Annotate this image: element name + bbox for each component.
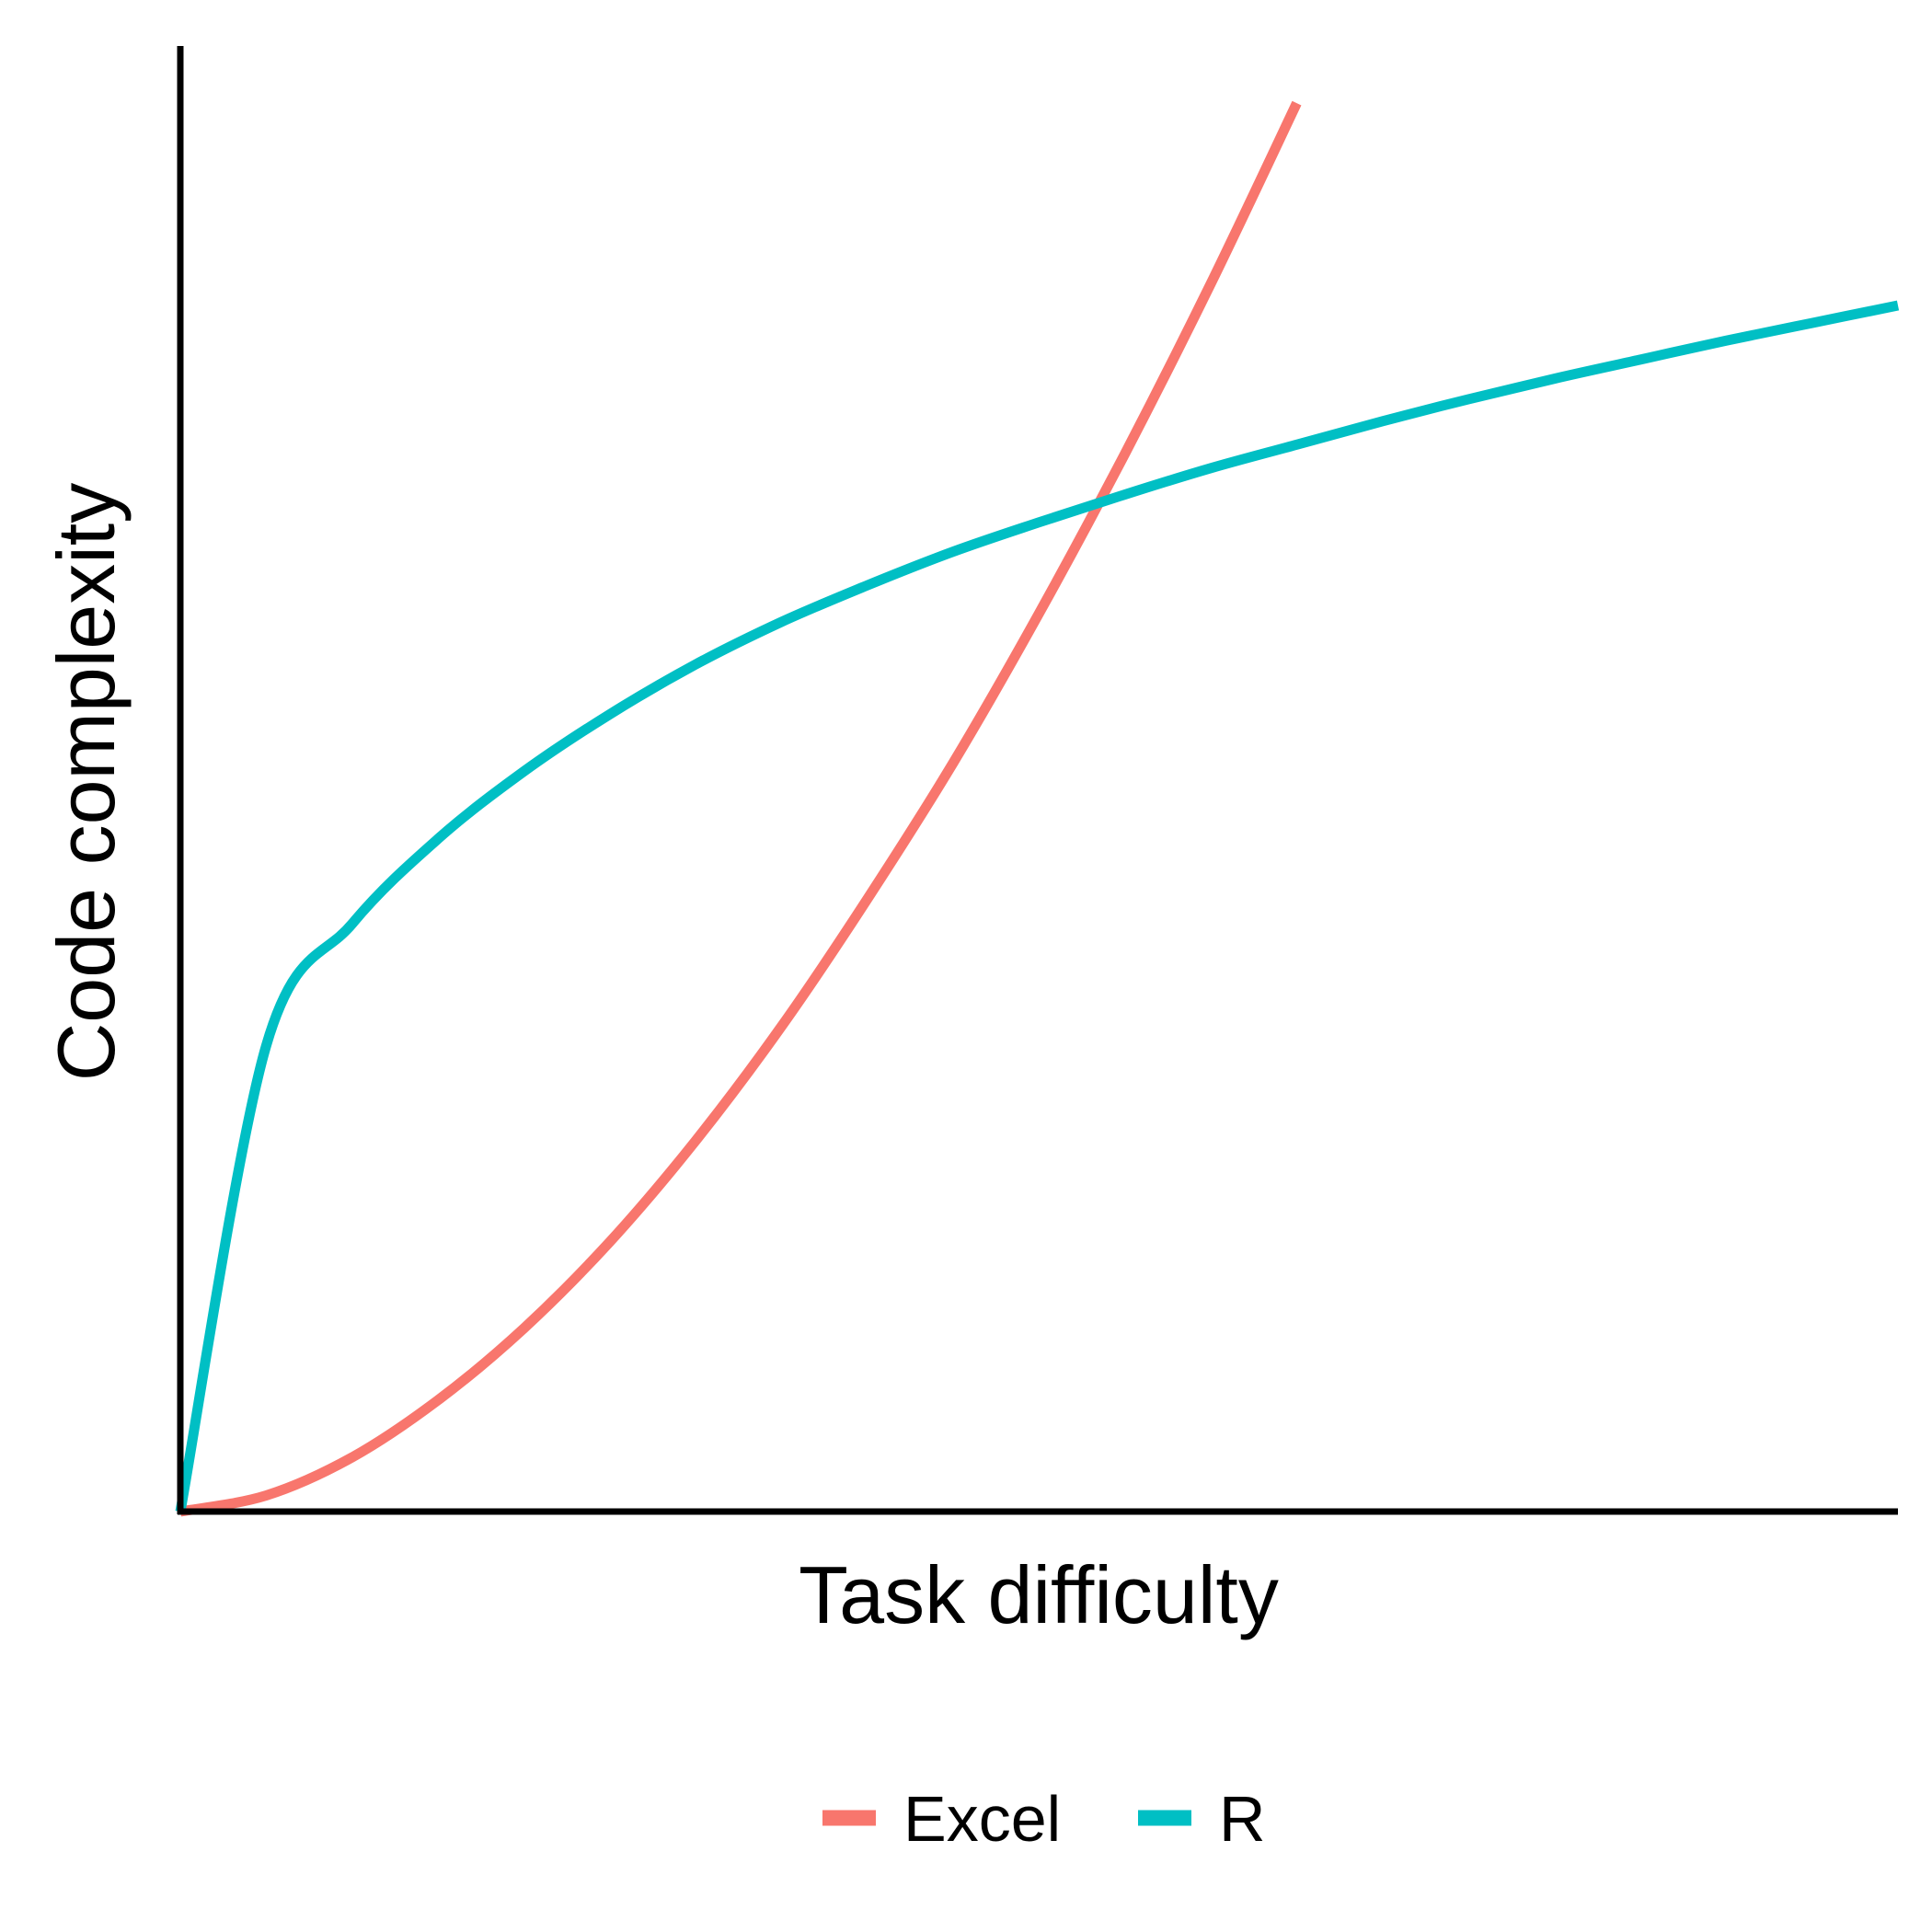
series-line-excel	[178, 100, 1302, 1517]
x-axis-title: Task difficulty	[799, 1549, 1279, 1640]
legend-label-excel: Excel	[903, 1783, 1061, 1855]
series-line-r	[175, 300, 1900, 1512]
legend: Excel R	[822, 1783, 1266, 1855]
legend-label-r: R	[1219, 1783, 1266, 1855]
series-layer	[175, 100, 1900, 1517]
y-axis-title: Code complexity	[40, 483, 132, 1082]
